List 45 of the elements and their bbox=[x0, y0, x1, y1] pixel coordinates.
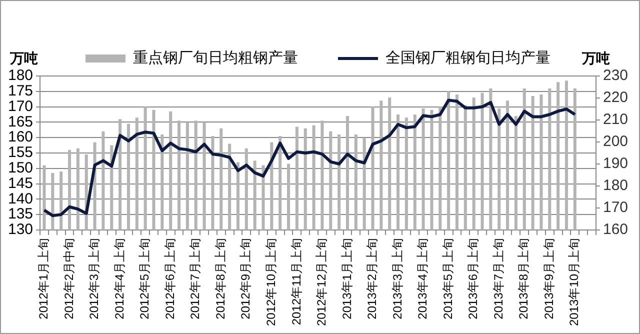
y2-axis-title: 万吨 bbox=[580, 50, 610, 66]
x-tick-label: 2012年3月上旬 bbox=[87, 238, 102, 320]
x-tick-label: 2012年7月上旬 bbox=[188, 238, 202, 320]
x-tick-label: 2013年2月上旬 bbox=[365, 238, 380, 320]
x-tick-label: 2013年7月上旬 bbox=[491, 238, 506, 320]
y2-tick-label: 160 bbox=[602, 221, 628, 238]
x-tick-label: 2012年1月上旬 bbox=[36, 238, 51, 320]
y-tick-label: 180 bbox=[8, 67, 34, 84]
x-tick-label: 2013年1月上旬 bbox=[340, 238, 354, 320]
x-tick-label: 2013年10月上旬 bbox=[567, 238, 582, 326]
y-tick-label: 150 bbox=[8, 160, 34, 177]
x-tick-label: 2012年11月上旬 bbox=[289, 238, 304, 326]
x-tick-label: 2013年9月上旬 bbox=[542, 238, 556, 320]
x-tick-label: 2012年6月上旬 bbox=[162, 238, 177, 320]
x-tick-label: 2012年5月上旬 bbox=[138, 238, 152, 320]
y-axis-title: 万吨 bbox=[9, 50, 38, 66]
y-tick-label: 175 bbox=[8, 82, 34, 100]
x-tick-label: 2012年10月上旬 bbox=[264, 238, 278, 326]
y-tick-label: 160 bbox=[8, 128, 34, 146]
y-tick-label: 170 bbox=[8, 98, 34, 115]
y-tick-label: 155 bbox=[8, 144, 34, 162]
x-tick-label: 2013年4月上旬 bbox=[416, 238, 430, 320]
y2-tick-label: 220 bbox=[602, 89, 628, 106]
x-tick-label: 2012年8月上旬 bbox=[213, 238, 228, 320]
y-tick-label: 140 bbox=[8, 190, 34, 208]
x-tick-label: 2013年3月上旬 bbox=[390, 238, 404, 320]
y2-tick-label: 180 bbox=[602, 177, 628, 194]
y-tick-label: 165 bbox=[8, 113, 34, 130]
y-tick-label: 135 bbox=[8, 206, 34, 223]
y-tick-label: 130 bbox=[8, 221, 34, 238]
y2-tick-label: 170 bbox=[602, 199, 628, 216]
y2-tick-label: 200 bbox=[602, 133, 628, 150]
x-tick-label: 2012年12月上旬 bbox=[314, 238, 329, 326]
legend-label: 全国钢厂粗钢旬日均产量 bbox=[386, 50, 550, 67]
x-tick-label: 2012年9月上旬 bbox=[238, 238, 253, 320]
x-tick-label: 2013年5月上旬 bbox=[440, 238, 455, 320]
y2-tick-label: 210 bbox=[602, 111, 628, 128]
x-tick-label: 2013年6月上旬 bbox=[466, 238, 480, 320]
x-tick-label: 2012年4月上旬 bbox=[112, 238, 126, 320]
y2-tick-label: 230 bbox=[602, 67, 628, 84]
x-tick-label: 2013年8月上旬 bbox=[516, 238, 531, 320]
legend-label: 重点钢厂旬日均粗钢产量 bbox=[133, 50, 298, 67]
x-tick-label: 2012年2月中旬 bbox=[62, 238, 76, 320]
y2-tick-label: 190 bbox=[602, 155, 628, 172]
y-tick-label: 145 bbox=[8, 174, 34, 192]
